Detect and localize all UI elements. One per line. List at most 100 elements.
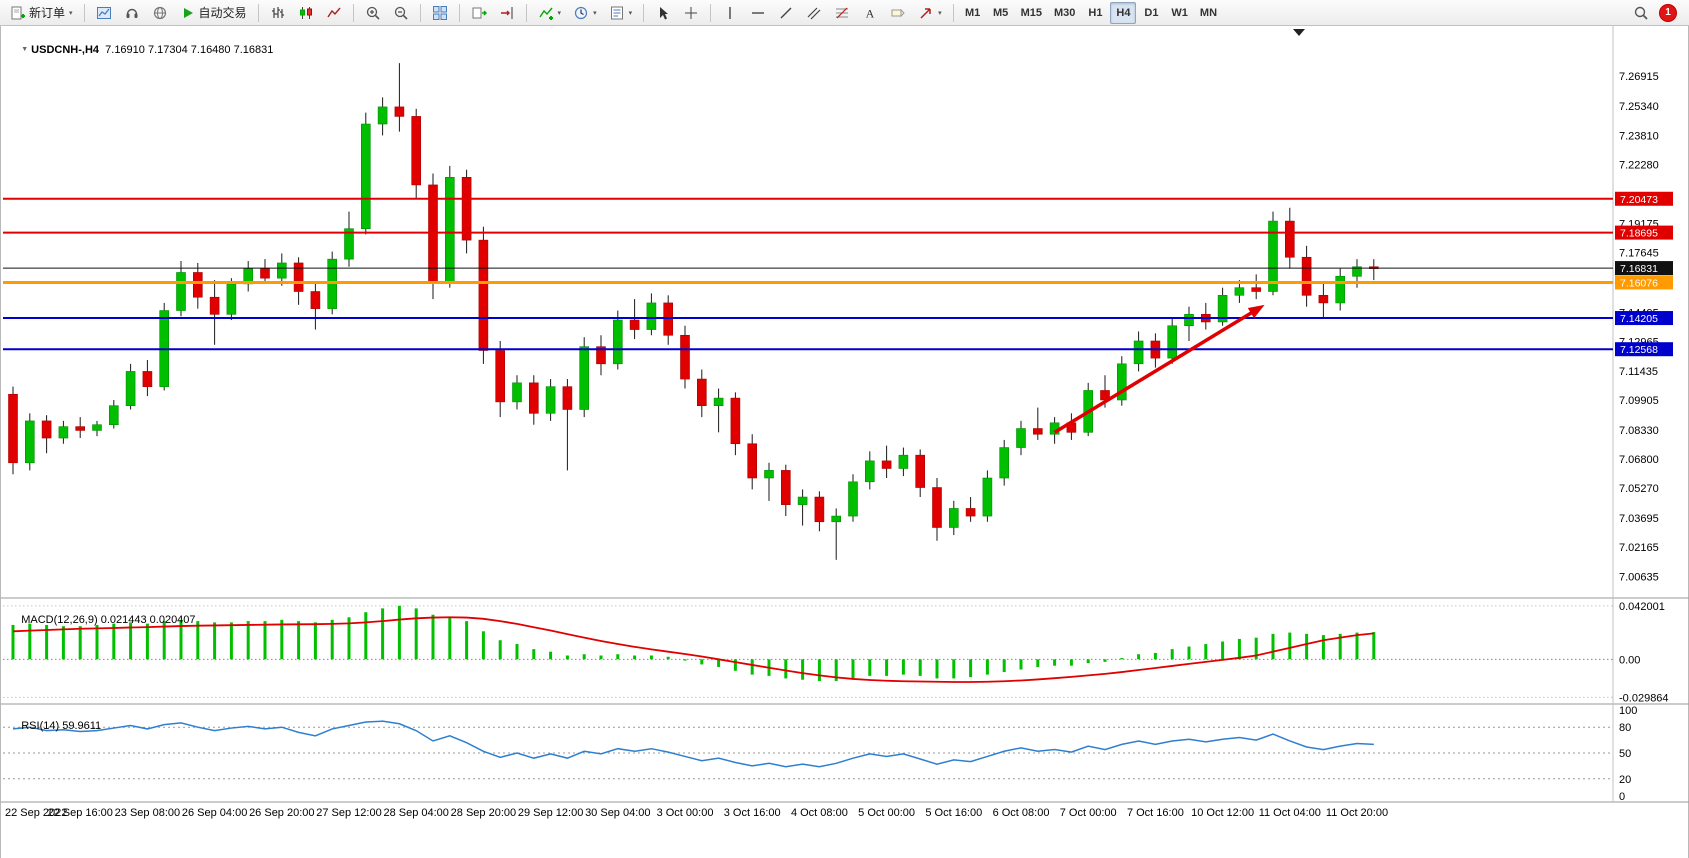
caret-down-icon: ▾ — [628, 9, 633, 17]
bar-chart-icon — [270, 5, 286, 21]
timeframe-button-D1[interactable]: D1 — [1138, 2, 1164, 24]
time-tick-label: 6 Oct 08:00 — [993, 807, 1050, 819]
label-button[interactable] — [885, 2, 911, 24]
rsi-line — [12, 720, 1374, 768]
crosshair-button[interactable] — [678, 2, 704, 24]
time-tick-label: 29 Sep 12:00 — [518, 807, 583, 819]
bar-chart-button[interactable] — [265, 2, 291, 24]
timeframe-button-M1[interactable]: M1 — [960, 2, 986, 24]
price-axis-labels: 7.269157.253407.238107.222807.191757.176… — [1615, 71, 1673, 583]
notification-badge[interactable]: 1 — [1659, 3, 1677, 22]
caret-down-icon: ▾ — [557, 9, 562, 17]
time-tick-label: 28 Sep 04:00 — [383, 807, 448, 819]
toolbar-separator — [419, 3, 421, 22]
vertical-line-icon — [722, 5, 738, 21]
timeframe-button-M5[interactable]: M5 — [988, 2, 1014, 24]
macd-values: 0.021443 0.020407 — [100, 614, 196, 626]
symbol-dropdown-icon[interactable]: ▼ — [21, 46, 29, 53]
price-tick-label: 7.02165 — [1619, 542, 1659, 554]
macd-label: MACD(12,26,9) — [21, 614, 98, 626]
caret-down-icon: ▾ — [938, 9, 942, 17]
zoom-out-button[interactable] — [388, 2, 414, 24]
time-tick-label: 10 Oct 12:00 — [1191, 807, 1254, 819]
line-chart-button[interactable] — [321, 2, 347, 24]
tile-windows-button[interactable] — [427, 2, 453, 24]
vertical-line-button[interactable] — [717, 2, 743, 24]
time-tick-label: 30 Sep 04:00 — [585, 807, 650, 819]
svg-text:A: A — [866, 6, 875, 20]
macd-panel: 0.042001 0.00 -0.029864 — [3, 601, 1669, 704]
crosshair-icon — [683, 5, 699, 21]
price-tag — [1615, 275, 1673, 290]
timeframe-button-M15[interactable]: M15 — [1016, 2, 1047, 24]
toolbar-separator — [83, 3, 85, 22]
charts-window-button[interactable] — [91, 2, 117, 24]
price-tick-label: 7.06800 — [1619, 454, 1659, 466]
indicators-button[interactable]: ▾ — [533, 2, 567, 24]
timeframe-button-W1[interactable]: W1 — [1166, 2, 1193, 24]
horizontal-levels-layer[interactable] — [3, 197, 1613, 351]
zoom-out-icon — [393, 5, 409, 21]
arrows-tool-button[interactable]: ▾ — [913, 2, 947, 24]
zoom-in-icon — [365, 5, 381, 21]
cursor-icon — [655, 5, 671, 21]
price-tick-label: 7.05270 — [1619, 483, 1659, 495]
toolbar-separator — [352, 3, 354, 22]
price-tag-label: 7.18695 — [1620, 228, 1658, 240]
time-tick-label: 5 Oct 16:00 — [925, 807, 982, 819]
rsi-tick-label: 50 — [1619, 748, 1631, 760]
timeframe-button-H4[interactable]: H4 — [1110, 1, 1137, 24]
auto-trading-button[interactable]: 自动交易 — [175, 2, 252, 24]
timeframe-button-M30[interactable]: M30 — [1049, 2, 1080, 24]
time-tick-label: 22 Sep 16:00 — [47, 807, 112, 819]
fibonacci-icon — [834, 5, 850, 21]
horizontal-line-button[interactable] — [745, 2, 771, 24]
time-tick-label: 27 Sep 12:00 — [316, 807, 381, 819]
community-button[interactable] — [147, 2, 173, 24]
auto-scroll-button[interactable] — [466, 2, 492, 24]
timeframe-button-H1[interactable]: H1 — [1082, 2, 1108, 24]
new-order-label: 新订单 — [29, 6, 66, 20]
chart-shift-button[interactable] — [494, 2, 520, 24]
clock-icon — [573, 5, 589, 21]
chart-shift-marker[interactable] — [1293, 29, 1305, 36]
time-tick-label: 22 Sep 2022 — [5, 807, 67, 819]
rsi-value: 59.9611 — [62, 720, 102, 732]
template-icon — [609, 5, 625, 21]
macd-tick-label: 0.042001 — [1619, 601, 1665, 613]
zoom-in-button[interactable] — [360, 2, 386, 24]
templates-button[interactable]: ▾ — [604, 2, 638, 24]
cursor-button[interactable] — [650, 2, 676, 24]
support-button[interactable] — [119, 2, 145, 24]
new-order-button[interactable]: 新订单 ▾ — [5, 2, 78, 24]
trendline-button[interactable] — [773, 2, 799, 24]
price-tick-label: 7.26915 — [1619, 71, 1659, 83]
time-tick-label: 23 Sep 08:00 — [115, 807, 180, 819]
search-button[interactable] — [1628, 2, 1654, 24]
price-tick-label: 7.22280 — [1619, 159, 1659, 171]
text-button[interactable]: A — [857, 2, 883, 24]
globe-icon — [152, 5, 168, 21]
macd-tick-label: -0.029864 — [1619, 692, 1669, 704]
price-tag — [1615, 342, 1673, 357]
price-chart[interactable]: 7.269157.253407.238107.222807.191757.176… — [1, 26, 1689, 858]
time-tick-label: 11 Oct 04:00 — [1259, 807, 1321, 819]
chart-icon — [96, 5, 112, 21]
timeframe-button-MN[interactable]: MN — [1195, 2, 1222, 24]
price-tag-label: 7.12568 — [1620, 344, 1658, 356]
macd-tick-label: 0.00 — [1619, 654, 1640, 666]
toolbar-separator — [952, 3, 954, 22]
fibonacci-button[interactable] — [829, 2, 855, 24]
new-order-icon — [10, 5, 26, 21]
price-tick-label: 7.09905 — [1619, 395, 1659, 407]
play-icon — [180, 5, 196, 21]
price-tick-label: 7.25340 — [1619, 101, 1659, 113]
text-icon: A — [862, 5, 878, 21]
periods-button[interactable]: ▾ — [568, 2, 602, 24]
trend-arrow-annotation[interactable] — [1053, 304, 1265, 434]
time-tick-label: 7 Oct 00:00 — [1060, 807, 1117, 819]
rsi-tick-label: 80 — [1619, 722, 1631, 734]
candlestick-chart-button[interactable] — [293, 2, 319, 24]
channel-button[interactable] — [801, 2, 827, 24]
